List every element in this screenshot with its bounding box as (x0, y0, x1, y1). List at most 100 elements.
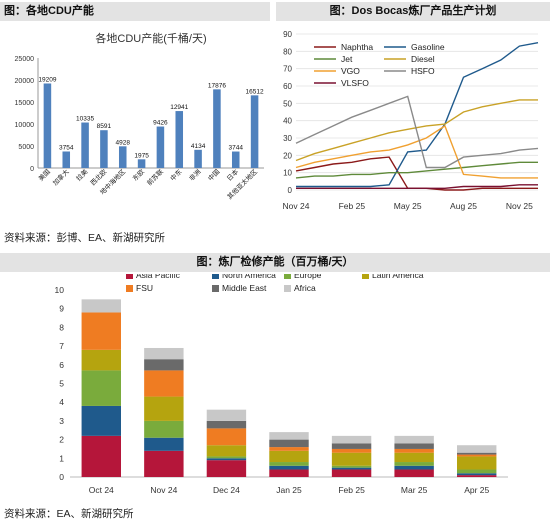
data-label: 1975 (134, 152, 149, 159)
maintenance-chart: 0 1 2 3 4 5 6 7 8 9 10 Oct 24 Nov 24 Dec 24 Jan 25 Feb … (55, 274, 508, 495)
data-label: 19209 (38, 76, 56, 83)
stack-segment (394, 452, 434, 463)
y-tick-label: 4 (59, 397, 64, 407)
stack-segment (144, 347, 184, 360)
bar (100, 130, 108, 168)
data-label: 3754 (59, 144, 74, 151)
stack-segment (457, 475, 497, 477)
y-tick-label: 20000 (15, 78, 35, 85)
data-label: 9426 (153, 120, 168, 127)
stack-segment (81, 370, 121, 406)
stack-segment (269, 450, 309, 463)
legend-label: North America (222, 274, 276, 280)
stack-segment (269, 439, 309, 448)
stack-segment (331, 465, 372, 468)
legend-label: Jet (341, 54, 353, 64)
stack-segment (144, 437, 184, 451)
data-label: 4134 (191, 143, 206, 150)
data-label: 17876 (208, 82, 226, 89)
data-label: 4928 (116, 139, 131, 146)
data-label: 8591 (97, 123, 112, 130)
x-tick-label: Mar 25 (401, 485, 428, 495)
bar (213, 89, 221, 168)
x-tick-label: Nov 25 (506, 201, 533, 211)
stack-segment (81, 435, 121, 477)
x-tick-label: 美国 (36, 167, 52, 183)
y-tick-label: 90 (283, 30, 292, 39)
x-tick-label: 拉美 (74, 167, 90, 183)
y-tick-label: 1 (59, 453, 64, 463)
y-tick-label: 10000 (15, 122, 35, 129)
y-tick-label: 25000 (15, 56, 35, 63)
legend-label: Gasoline (411, 42, 445, 52)
x-tick-label: 中国 (206, 167, 222, 183)
y-tick-label: 10 (283, 169, 292, 178)
stack-segment (206, 458, 247, 461)
bar (175, 111, 184, 168)
bar (194, 149, 202, 168)
bar (231, 151, 240, 168)
stack-segment (331, 467, 372, 470)
cdu-chart-title: 各地CDU产能(千桶/天) (95, 31, 206, 45)
y-tick-label: 3 (59, 416, 64, 426)
stack-segment (394, 435, 434, 444)
series-line (295, 156, 538, 191)
bar (137, 159, 146, 168)
stack-segment (269, 462, 309, 466)
cdu-chart: 各地CDU产能(千桶/天) 0 5000 10000 15000 20000 25000 19… (15, 31, 264, 201)
stack-segment (457, 473, 497, 476)
data-label: 10335 (76, 116, 94, 123)
legend-label: VGO (341, 66, 360, 76)
stack-segment (81, 299, 121, 313)
stack-segment (81, 312, 121, 350)
y-tick-label: 0 (30, 166, 34, 173)
bar (62, 151, 71, 168)
stack-segment (144, 450, 184, 477)
x-tick-label: Apr 25 (464, 485, 489, 495)
dos-bocas-panel-title: 图：Dos Bocas炼厂产品生产计划 (276, 2, 550, 21)
legend-label: Middle East (222, 283, 267, 293)
cdu-panel-title: 图：各地CDU产能 (0, 2, 270, 21)
series-line (296, 184, 538, 190)
x-tick-label: 加拿大 (51, 167, 72, 188)
y-tick-label: 60 (283, 82, 292, 91)
legend-swatch (284, 274, 291, 279)
y-tick-label: 6 (59, 360, 64, 370)
stack-segment (331, 452, 372, 466)
x-tick-label: 非洲 (187, 167, 203, 183)
legend-label: VLSFO (341, 78, 369, 88)
stack-segment (394, 465, 434, 470)
stack-segment (457, 469, 497, 474)
legend-label: HSFO (411, 66, 435, 76)
legend-swatch (362, 274, 369, 279)
x-tick-label: Feb 25 (339, 201, 366, 211)
y-tick-label: 8 (59, 322, 64, 332)
x-tick-label: Jan 25 (276, 485, 302, 495)
data-label: 12941 (170, 104, 188, 111)
y-tick-label: 50 (283, 99, 292, 108)
stack-segment (206, 420, 247, 429)
stack-segment (144, 359, 184, 371)
stack-segment (206, 460, 247, 477)
y-tick-label: 15000 (15, 100, 35, 107)
y-tick-label: 80 (283, 47, 292, 56)
legend-label: Africa (294, 283, 316, 293)
stack-segment (457, 452, 497, 455)
bar (43, 83, 52, 168)
legend-swatch (212, 274, 219, 279)
legend-label: Europe (294, 274, 322, 280)
legend-swatch (212, 285, 219, 292)
series-line (295, 161, 538, 179)
x-tick-label: Feb 25 (338, 485, 365, 495)
x-tick-label: Aug 25 (450, 201, 477, 211)
stack-segment (269, 469, 309, 477)
legend-label: Naphtha (341, 42, 373, 52)
legend-label: Asia Pacific (136, 274, 181, 280)
bar (81, 122, 89, 168)
stack-segment (206, 456, 247, 459)
bar (250, 95, 259, 168)
x-tick-label: Nov 24 (283, 201, 310, 211)
data-label: 16512 (246, 88, 264, 95)
legend-swatch (126, 274, 133, 279)
legend-swatch (126, 285, 133, 292)
